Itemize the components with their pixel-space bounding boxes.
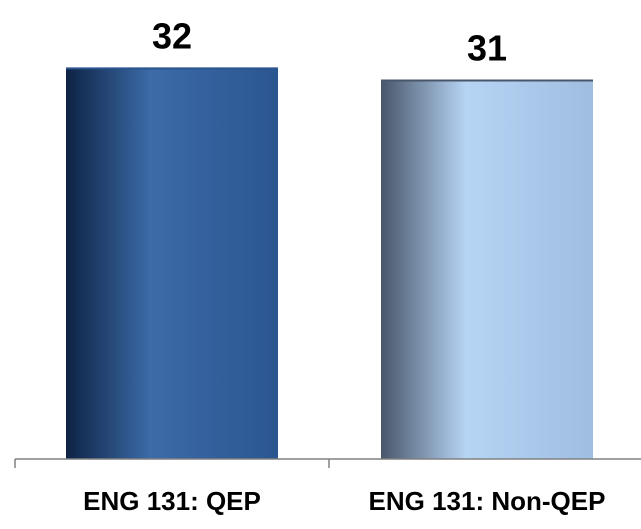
bar-1 [66, 68, 278, 460]
data-label-1: 32 [152, 15, 192, 56]
x-axis [14, 458, 641, 468]
labels-layer: 32 ENG 131: QEP 31 ENG 131: Non-QEP [83, 15, 605, 516]
bar-2 [381, 80, 593, 459]
bars-layer [66, 67, 593, 460]
data-label-2: 31 [467, 28, 507, 69]
x-tick-label-1: ENG 131: QEP [83, 486, 261, 516]
x-tick-label-2: ENG 131: Non-QEP [369, 486, 606, 516]
